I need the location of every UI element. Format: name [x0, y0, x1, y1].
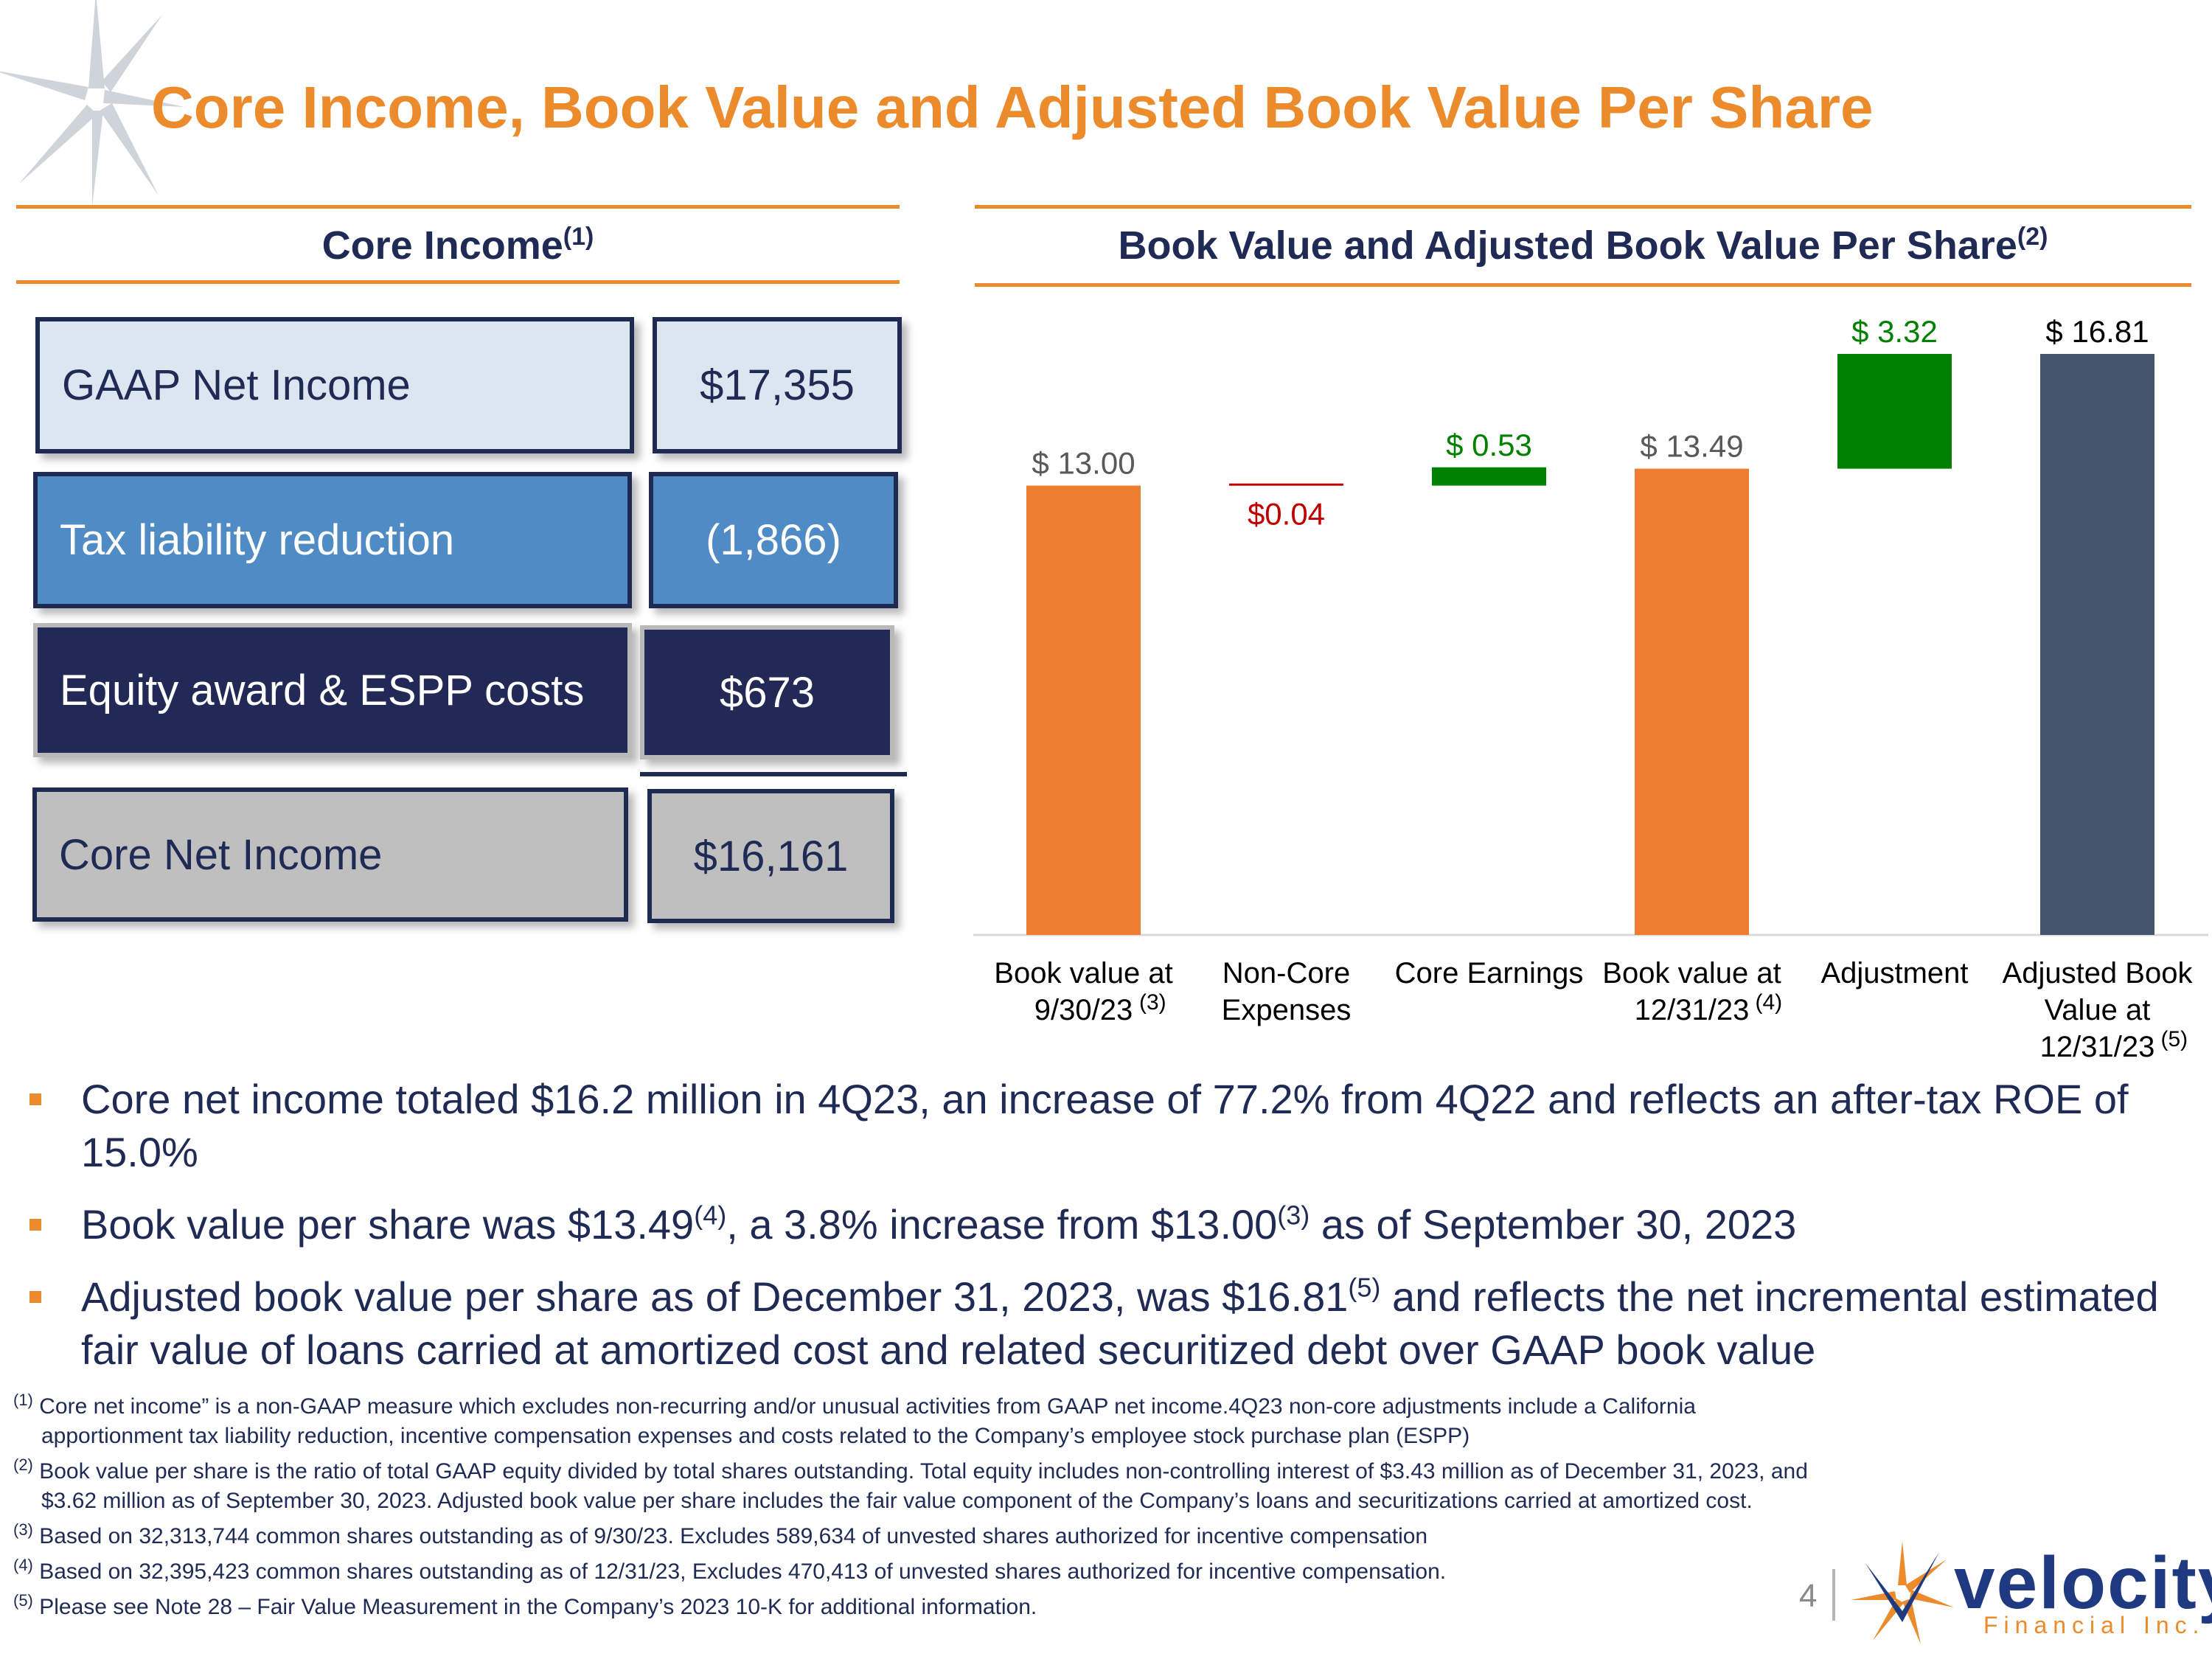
page-number: 4	[1799, 1578, 1818, 1614]
bar-decrease	[1229, 483, 1343, 486]
bv-heading-text: Book Value and Adjusted Book Value Per S…	[1118, 223, 2017, 268]
gaap-net-income-label: GAAP Net Income	[35, 317, 634, 453]
x-tick-label: 9/30/23	[1034, 994, 1133, 1026]
footnote-mark: (2)	[13, 1455, 33, 1474]
bullet-item: Book value per share was $13.49(4), a 3.…	[29, 1198, 2197, 1251]
tax-liability-label: Tax liability reduction	[33, 472, 632, 608]
bullet-item: Core net income totaled $16.2 million in…	[29, 1073, 2197, 1179]
data-label: $ 0.53	[1446, 428, 1532, 462]
equity-award-text: Equity award & ESPP costs	[60, 666, 585, 714]
page-divider	[1832, 1569, 1835, 1621]
data-label: $ 13.49	[1640, 429, 1743, 464]
data-label: $ 16.81	[2045, 314, 2149, 349]
footnote: (4) Based on 32,395,423 common shares ou…	[13, 1557, 1827, 1587]
bullet-list: Core net income totaled $16.2 million in…	[29, 1073, 2197, 1396]
x-tick-label: Value at	[2045, 994, 2151, 1026]
bullet-marker-icon	[29, 1093, 41, 1105]
data-label: $ 13.00	[1032, 446, 1135, 481]
core-net-income-text: Core Net Income	[59, 830, 383, 879]
core-income-heading-note: (1)	[563, 223, 594, 251]
footnote-mark: (1)	[13, 1391, 33, 1409]
x-tick-label: Book value at	[994, 957, 1172, 990]
bullet-text: and reflects the net incremental estimat…	[81, 1273, 2159, 1373]
bullet-footnote-ref: (5)	[1348, 1272, 1381, 1303]
bv-top-rule	[975, 205, 2191, 209]
footnote: (1) Core net income” is a non-GAAP measu…	[13, 1392, 1827, 1451]
bullet-text: Core net income totaled $16.2 million in…	[81, 1076, 2129, 1175]
logo-wordmark: velocity	[1954, 1542, 2212, 1624]
x-tick-label: Expenses	[1222, 994, 1352, 1026]
footnote-mark: (4)	[13, 1556, 33, 1574]
footnote-mark: (3)	[13, 1520, 33, 1539]
bullet-text: Adjusted book value per share as of Dece…	[81, 1273, 1349, 1320]
footnote: (2) Book value per share is the ratio of…	[13, 1457, 1827, 1516]
bar-total	[2040, 354, 2154, 935]
tax-liability-text: Tax liability reduction	[60, 516, 455, 564]
bv-heading: Book Value and Adjusted Book Value Per S…	[975, 223, 2191, 268]
x-tick-label: 12/31/23	[2040, 1031, 2155, 1063]
bullet-marker-icon	[29, 1291, 41, 1303]
footnote-text: Based on 32,395,423 common shares outsta…	[32, 1559, 1447, 1584]
x-tick-label: Adjustment	[1820, 957, 1968, 990]
footnote-mark: (5)	[13, 1591, 33, 1610]
equity-award-amount: $673	[719, 668, 815, 717]
x-tick-footnote: (5)	[2161, 1027, 2188, 1051]
footnote-text: Please see Note 28 – Fair Value Measurem…	[32, 1595, 1037, 1619]
x-tick-label: Book value at	[1602, 957, 1781, 990]
core-income-top-rule	[16, 205, 900, 209]
gaap-net-income-amount: $17,355	[700, 361, 855, 409]
x-tick-label: Core Earnings	[1395, 957, 1584, 990]
bv-heading-note: (2)	[2017, 223, 2048, 251]
core-income-heading-text: Core Income	[321, 223, 563, 268]
x-tick-label: Non-Core	[1222, 957, 1350, 990]
bar-total	[1026, 485, 1141, 935]
data-label: $ 3.32	[1851, 314, 1938, 349]
velocity-star-icon	[1851, 1541, 1954, 1644]
star-logo-icon	[0, 0, 184, 206]
page-title: Core Income, Book Value and Adjusted Boo…	[151, 74, 1874, 140]
footnote-text: Based on 32,313,744 common shares outsta…	[32, 1524, 1428, 1548]
footnote: (3) Based on 32,313,744 common shares ou…	[13, 1522, 1827, 1551]
logo-subtext: Financial Inc.	[1983, 1612, 2205, 1638]
core-net-income-label: Core Net Income	[32, 787, 628, 922]
core-income-bottom-rule	[16, 280, 900, 284]
x-tick-label: 12/31/23	[1635, 994, 1750, 1026]
core-net-income-value: $16,161	[647, 789, 894, 923]
tax-liability-amount: (1,866)	[706, 516, 841, 564]
footnote: (5) Please see Note 28 – Fair Value Meas…	[13, 1593, 1827, 1622]
footnote-text: Book value per share is the ratio of tot…	[32, 1459, 1808, 1513]
bullet-text: as of September 30, 2023	[1310, 1201, 1797, 1248]
equity-award-value: $673	[640, 625, 894, 759]
bullet-footnote-ref: (3)	[1277, 1200, 1310, 1231]
sum-rule	[640, 772, 907, 776]
waterfall-chart: $ 13.00 Book value at 9/30/23 (3) $0.04 Non-C…	[973, 314, 2208, 1063]
bullet-text: , a 3.8% increase from $13.00	[726, 1201, 1278, 1248]
x-tick-footnote: (4)	[1756, 990, 1783, 1015]
bar-total	[1635, 468, 1749, 935]
footnote-text: Core net income” is a non-GAAP measure w…	[32, 1394, 1696, 1448]
gaap-net-income-value: $17,355	[653, 317, 902, 453]
bullet-text: Book value per share was $13.49	[81, 1201, 695, 1248]
bullet-footnote-ref: (4)	[694, 1200, 727, 1231]
x-tick-label: Adjusted Book	[2003, 957, 2194, 990]
bv-bottom-rule	[975, 283, 2191, 287]
core-net-income-amount: $16,161	[693, 832, 849, 880]
equity-award-label: Equity award & ESPP costs	[33, 623, 632, 757]
bar-increase	[1837, 354, 1952, 469]
x-tick-footnote: (3)	[1139, 990, 1166, 1015]
footnotes: (1) Core net income” is a non-GAAP measu…	[13, 1392, 1827, 1628]
data-label: $0.04	[1248, 497, 1325, 532]
gaap-net-income-text: GAAP Net Income	[62, 361, 411, 409]
bullet-marker-icon	[29, 1219, 41, 1231]
tax-liability-value: (1,866)	[649, 472, 898, 608]
bullet-item: Adjusted book value per share as of Dece…	[29, 1270, 2197, 1377]
bar-increase	[1432, 467, 1546, 486]
core-income-heading: Core Income(1)	[16, 223, 900, 268]
